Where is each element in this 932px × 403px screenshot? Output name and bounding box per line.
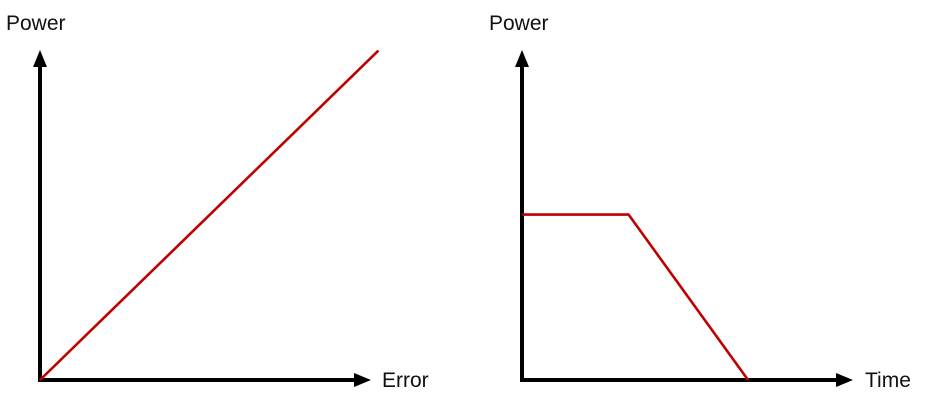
chart-left-x-arrowhead: [354, 373, 371, 387]
chart-right-y-arrowhead: [515, 50, 529, 67]
chart-right-series-line: [522, 213, 750, 381]
chart-left-x-axis-label: Error: [382, 369, 429, 392]
chart-left: Power Error: [6, 12, 429, 392]
chart-left-y-arrowhead: [33, 50, 47, 67]
chart-left-y-axis-label: Power: [6, 12, 66, 35]
chart-right-x-axis-label: Time: [865, 369, 911, 392]
chart-right-y-axis-label: Power: [489, 12, 549, 35]
chart-right-x-arrowhead: [836, 373, 853, 387]
chart-left-series-line: [39, 49, 380, 381]
chart-right: Power Time: [489, 12, 911, 392]
